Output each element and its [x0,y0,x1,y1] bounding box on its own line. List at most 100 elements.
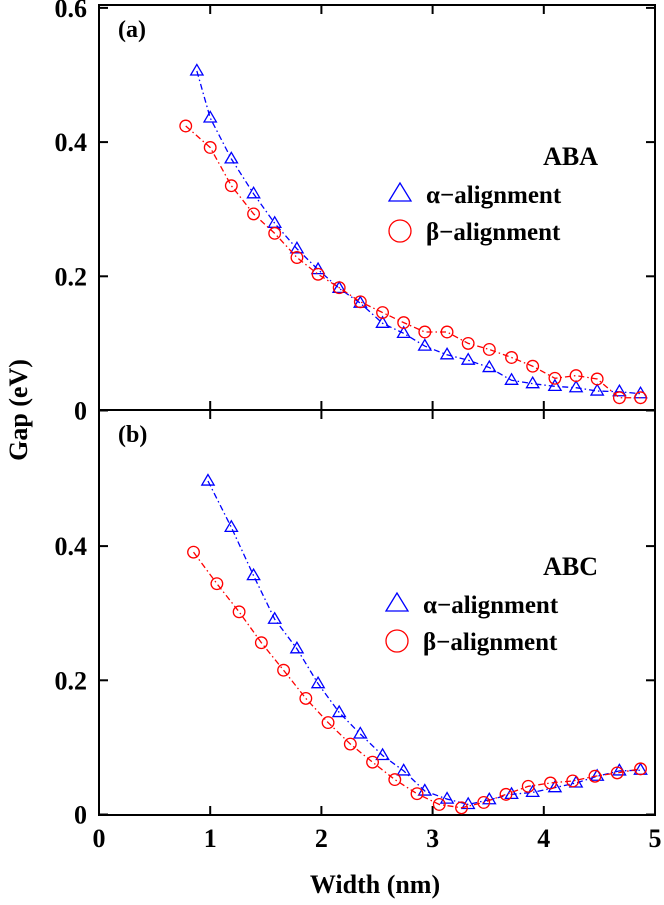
triangle-marker [353,726,368,739]
circle-marker [612,391,626,405]
series-line [196,70,641,395]
x-tick-label: 5 [649,824,662,853]
circle-marker [321,716,335,730]
circle-marker [610,766,624,780]
series-line [192,551,641,809]
circle-marker [254,636,268,650]
circle-marker [277,663,291,677]
triangle-marker [375,747,390,761]
legend-entry: α−alignment [423,592,559,619]
circle-marker [366,755,380,769]
triangle-marker [289,640,305,654]
triangle-marker [224,519,239,532]
circle-marker [232,605,246,619]
triangle-marker [525,784,540,798]
triangle-marker [267,215,283,228]
triangle-marker [589,383,605,396]
circle-marker [432,797,446,811]
legend-entry: α−alignment [426,182,562,209]
triangle-marker [439,791,455,804]
triangle-marker [417,338,433,351]
circle-marker [247,207,261,221]
y-tick-label: 0.6 [55,0,88,23]
triangle-marker [224,151,239,164]
triangle-marker [568,379,584,393]
x-tick-label: 0 [93,824,106,853]
circle-marker [526,359,540,373]
circle-marker [224,179,238,193]
triangle-marker [246,567,261,581]
triangle-marker [396,763,411,776]
circle-marker [343,737,357,751]
circle-marker [548,371,562,385]
circle-marker [590,372,604,386]
triangle-marker [267,611,283,624]
triangle-marker [396,325,411,339]
panel-a-frame [98,4,656,411]
triangle-marker [189,63,205,76]
y-tick-label: 0 [74,801,87,830]
circle-marker [477,795,491,809]
circle-marker [388,773,402,787]
circle-marker [290,251,304,264]
triangle-marker [289,241,305,254]
legend-entry: β−alignment [423,629,558,656]
y-axis-title: Gap (eV) [4,359,33,461]
circle-marker [521,779,535,793]
x-tick-label: 3 [426,824,439,853]
circle-marker [566,774,580,788]
triangle-marker [331,280,347,294]
circle-marker [455,801,468,815]
circle-marker [187,545,200,559]
y-tick-label: 0.4 [55,532,88,561]
triangle-marker [375,315,390,328]
triangle-marker [310,261,326,275]
circle-marker [461,336,475,350]
x-tick-label: 2 [315,824,328,853]
triangle-marker [246,185,261,199]
circle-marker [505,351,519,364]
circle-marker [588,769,602,783]
triangle-marker [547,378,563,392]
triangle-marker [547,779,563,793]
panel-label: (a) [118,17,146,43]
panel-b-frame [98,409,656,816]
legend-entry: β−alignment [426,219,561,246]
circle-marker [397,316,411,330]
triangle-marker [460,352,476,365]
circle-marker [179,119,193,133]
circle-marker [376,306,390,319]
x-tick-label: 1 [204,824,217,853]
circle-marker [634,762,647,776]
circle-marker [440,325,454,339]
panel-a: 0 0.2 0.4 0.6 (a) ABA α−alignment β−alignment [55,0,656,426]
circle-marker [482,342,496,356]
panel-label: (b) [118,422,147,448]
triangle-marker [200,473,216,486]
x-tick-label: 4 [537,824,550,853]
panel-b: 0 0.2 0.4 (b) ABC α−alignment β−alignment 0 1 2 3 4… [55,410,662,899]
legend-circle-marker [388,219,412,243]
x-axis-title: Width (nm) [310,870,440,899]
circle-marker [311,267,325,281]
circle-marker [544,776,557,790]
y-tick-label: 0.2 [55,262,88,291]
triangle-marker [331,704,347,718]
y-tick-label: 0 [74,397,87,426]
circle-marker [210,577,224,591]
legend-triangle-marker [384,591,410,612]
circle-marker [332,281,346,295]
triangle-marker [612,383,627,397]
legend-circle-marker [385,629,409,653]
triangle-marker [568,775,584,788]
legend-triangle-marker [387,181,413,202]
circle-marker [499,787,513,801]
legend-title: ABA [543,142,598,171]
triangle-marker [525,375,540,389]
circle-marker [634,391,647,405]
circle-marker [268,226,282,240]
legend-title: ABC [543,552,598,581]
circle-marker [410,787,424,801]
triangle-marker [202,110,218,123]
